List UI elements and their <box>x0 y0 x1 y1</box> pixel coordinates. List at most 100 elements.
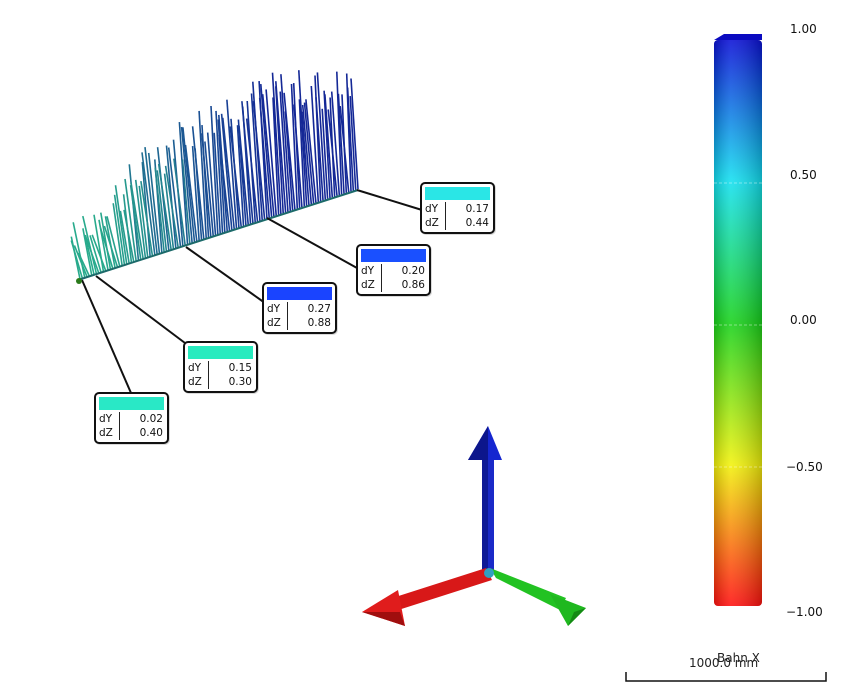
callout-point-1[interactable]: dY 0.02 dZ 0.40 <box>94 392 169 444</box>
deviation-spike <box>123 209 135 262</box>
deviation-spike <box>222 117 235 230</box>
callout-point-2[interactable]: dY 0.15 dZ 0.30 <box>183 341 258 393</box>
deviation-spike <box>103 225 119 268</box>
dy-label: dY <box>99 412 120 426</box>
colorbar <box>714 34 762 606</box>
dy-value: 0.17 <box>465 203 489 215</box>
deviation-spike <box>238 125 249 225</box>
dz-label: dZ <box>188 375 209 389</box>
deviation-spike <box>213 132 221 234</box>
deviation-spike <box>280 74 292 211</box>
deviation-spike <box>70 240 84 279</box>
callout-color-swatch <box>425 187 490 200</box>
deviation-spike <box>321 108 329 199</box>
deviation-spike <box>204 141 214 236</box>
deviation-spike <box>226 99 238 229</box>
deviation-spike <box>261 94 275 217</box>
callout-color-swatch <box>267 287 332 300</box>
dy-label: dY <box>425 202 446 216</box>
deviation-spike <box>100 212 112 270</box>
deviation-spike <box>167 147 182 247</box>
deviation-spike <box>138 185 149 258</box>
deviation-spike <box>164 165 179 248</box>
dz-value: 0.86 <box>401 279 425 291</box>
deviation-spike <box>349 96 357 190</box>
deviation-spike <box>182 127 196 242</box>
deviation-spike <box>141 152 156 255</box>
deviation-spike <box>73 245 88 277</box>
deviation-spike <box>215 110 224 233</box>
deviation-spike <box>181 159 191 244</box>
dz-label: dZ <box>99 426 120 440</box>
callout-point-3[interactable]: dY 0.27 dZ 0.88 <box>262 282 337 334</box>
dz-label: dZ <box>267 316 288 330</box>
deviation-spikes <box>70 70 359 280</box>
callout-leaders <box>81 189 423 394</box>
deviation-spike <box>323 90 331 199</box>
deviation-spike <box>191 126 205 239</box>
deviation-spike <box>91 234 107 271</box>
deviation-spike <box>279 91 289 212</box>
deviation-spike <box>134 179 147 258</box>
colorbar-tick-min: −1.00 <box>786 605 823 619</box>
callout-point-4[interactable]: dY 0.20 dZ 0.86 <box>356 244 431 296</box>
z-axis-arrow <box>468 426 502 572</box>
colorbar-tick-max: 1.00 <box>790 22 817 36</box>
colorbar-tick-neg-half: −0.50 <box>786 460 823 474</box>
deviation-spike <box>301 111 310 205</box>
dy-label: dY <box>188 361 209 375</box>
deviation-spike <box>336 71 343 195</box>
deviation-spike <box>84 234 100 274</box>
deviation-spike <box>124 178 137 261</box>
path-baseline <box>77 189 359 281</box>
dz-value: 0.44 <box>465 217 489 229</box>
scale-bar <box>625 672 827 682</box>
deviation-spike <box>301 104 313 205</box>
deviation-spike <box>163 173 175 249</box>
deviation-spike <box>129 184 142 260</box>
deviation-spike <box>130 182 144 259</box>
deviation-spike <box>106 216 121 267</box>
deviation-spike <box>245 118 259 222</box>
deviation-spike <box>191 146 200 241</box>
colorbar-tick-half: 0.50 <box>790 168 817 182</box>
deviation-spike <box>260 84 273 218</box>
deviation-spike <box>82 215 98 274</box>
deviation-spike <box>82 228 93 276</box>
deviation-spike <box>314 75 322 202</box>
deviation-spike <box>350 78 359 190</box>
deviation-spike <box>303 102 315 204</box>
deviation-spike <box>220 113 233 230</box>
callout-point-5[interactable]: dY 0.17 dZ 0.44 <box>420 182 495 234</box>
deviation-spike <box>173 158 186 246</box>
deviation-spike <box>252 101 266 220</box>
deviation-spike <box>89 235 102 273</box>
deviation-spike <box>147 152 161 254</box>
deviation-spike <box>218 134 231 231</box>
dz-value: 0.40 <box>139 427 163 439</box>
x-axis-arrow <box>362 568 492 626</box>
deviation-spike <box>144 147 158 255</box>
deviation-spike <box>99 227 114 269</box>
deviation-spike <box>140 180 154 256</box>
dy-value: 0.27 <box>307 303 331 315</box>
deviation-spike <box>113 194 126 265</box>
deviation-spike <box>305 99 317 203</box>
deviation-spike <box>275 81 287 213</box>
deviation-spike <box>346 87 355 191</box>
deviation-spike <box>298 70 308 206</box>
deviation-spike <box>290 83 299 209</box>
deviation-spike <box>210 105 219 235</box>
deviation-spike <box>236 125 245 227</box>
deviation-spike <box>112 203 123 266</box>
axis-triad[interactable] <box>362 426 586 626</box>
deviation-spike <box>198 110 207 239</box>
deviation-spike <box>250 93 261 221</box>
deviation-spike <box>293 104 303 208</box>
deviation-spike <box>156 170 168 252</box>
dy-value: 0.20 <box>401 265 425 277</box>
scale-bar-length: 1000.0 mm <box>689 656 759 670</box>
deviation-spike <box>283 92 296 210</box>
deviation-spike <box>324 94 334 198</box>
